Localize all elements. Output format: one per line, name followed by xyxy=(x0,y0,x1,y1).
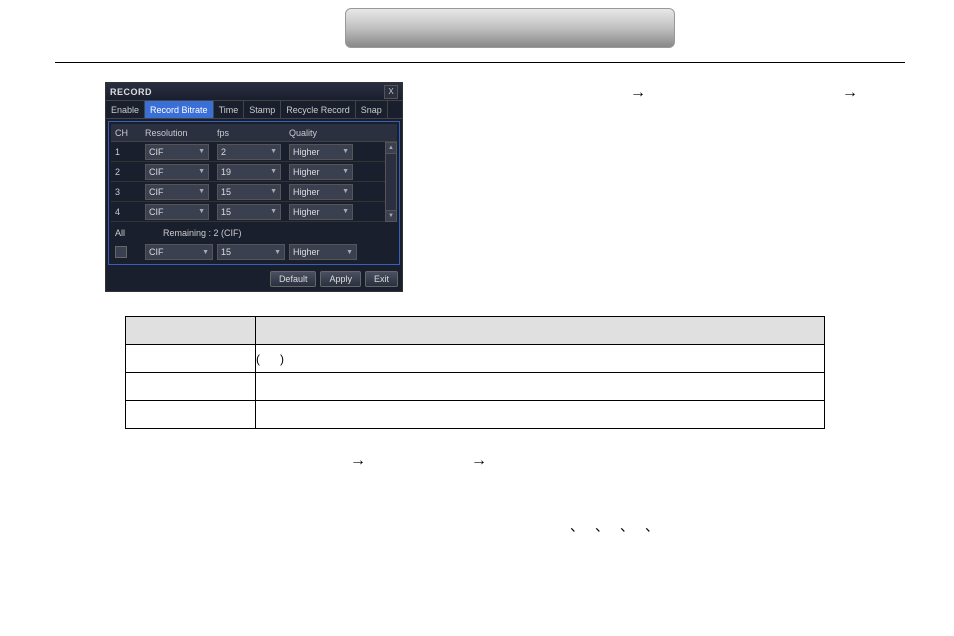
chevron-down-icon: ▼ xyxy=(342,188,349,195)
scroll-up-icon[interactable]: ▲ xyxy=(385,142,397,154)
apply-button[interactable]: Apply xyxy=(320,271,361,287)
scrollbar[interactable]: ▲ ▼ xyxy=(385,142,397,222)
exit-button[interactable]: Exit xyxy=(365,271,398,287)
chevron-down-icon: ▼ xyxy=(274,249,281,256)
arrow-icon: → xyxy=(842,84,858,102)
arrow-row: → → xyxy=(350,452,487,470)
table-row: 4 CIF▼ 15▼ Higher▼ xyxy=(111,202,385,222)
table-row: 1 CIF▼ 2▼ Higher▼ xyxy=(111,142,385,162)
all-row: All Remaining : 2 (CIF) xyxy=(111,224,397,242)
quality-select[interactable]: Higher▼ xyxy=(289,204,353,220)
table-header-cell xyxy=(256,317,825,345)
tab-recycle-record[interactable]: Recycle Record xyxy=(281,101,356,118)
arrow-icon: → xyxy=(350,452,366,470)
chevron-down-icon: ▼ xyxy=(270,208,277,215)
chevron-down-icon: ▼ xyxy=(198,148,205,155)
paren-open: ( xyxy=(256,352,260,366)
all-label: All xyxy=(115,228,163,238)
all-resolution-select[interactable]: CIF▼ xyxy=(145,244,213,260)
record-body: CH Resolution fps Quality 1 CIF▼ 2▼ High… xyxy=(108,121,400,265)
table-row xyxy=(126,401,825,429)
remaining-label: Remaining : 2 (CIF) xyxy=(163,228,242,238)
quality-select[interactable]: Higher▼ xyxy=(289,184,353,200)
tab-bar: Enable Record Bitrate Time Stamp Recycle… xyxy=(106,101,402,119)
col-resolution: Resolution xyxy=(141,128,213,138)
all-select-row: CIF▼ 15▼ Higher▼ xyxy=(111,242,397,262)
tab-snap[interactable]: Snap xyxy=(356,101,388,118)
chevron-down-icon: ▼ xyxy=(270,168,277,175)
quality-select[interactable]: Higher▼ xyxy=(289,144,353,160)
all-checkbox[interactable] xyxy=(115,246,127,258)
default-button[interactable]: Default xyxy=(270,271,317,287)
chevron-down-icon: ▼ xyxy=(342,208,349,215)
resolution-select[interactable]: CIF▼ xyxy=(145,144,209,160)
quality-select[interactable]: Higher▼ xyxy=(289,164,353,180)
chevron-down-icon: ▼ xyxy=(198,188,205,195)
table-header: CH Resolution fps Quality xyxy=(111,124,397,142)
chevron-down-icon: ▼ xyxy=(198,208,205,215)
ch-value: 3 xyxy=(111,187,141,197)
fps-select[interactable]: 2▼ xyxy=(217,144,281,160)
separator-dots: 、、、、 xyxy=(570,516,677,536)
fps-select[interactable]: 15▼ xyxy=(217,204,281,220)
footer-buttons: Default Apply Exit xyxy=(106,267,402,291)
table-row xyxy=(126,373,825,401)
arrow-icon: → xyxy=(471,452,487,470)
tab-enable[interactable]: Enable xyxy=(106,101,145,118)
col-quality: Quality xyxy=(285,128,357,138)
titlebar: RECORD X xyxy=(106,83,402,101)
arrow-icon: → xyxy=(630,84,646,102)
chevron-down-icon: ▼ xyxy=(202,249,209,256)
ch-value: 1 xyxy=(111,147,141,157)
chevron-down-icon: ▼ xyxy=(346,249,353,256)
ch-value: 4 xyxy=(111,207,141,217)
fps-select[interactable]: 15▼ xyxy=(217,184,281,200)
ch-value: 2 xyxy=(111,167,141,177)
table-row: ( ) xyxy=(126,345,825,373)
chevron-down-icon: ▼ xyxy=(342,148,349,155)
col-ch: CH xyxy=(111,128,141,138)
all-quality-select[interactable]: Higher▼ xyxy=(289,244,357,260)
all-fps-select[interactable]: 15▼ xyxy=(217,244,285,260)
resolution-select[interactable]: CIF▼ xyxy=(145,164,209,180)
fps-select[interactable]: 19▼ xyxy=(217,164,281,180)
chevron-down-icon: ▼ xyxy=(270,188,277,195)
chevron-down-icon: ▼ xyxy=(342,168,349,175)
header-divider xyxy=(55,62,905,63)
chevron-down-icon: ▼ xyxy=(198,168,205,175)
scroll-track[interactable] xyxy=(385,154,397,210)
col-fps: fps xyxy=(213,128,285,138)
paren-close: ) xyxy=(280,352,284,366)
tab-time[interactable]: Time xyxy=(214,101,245,118)
table-header-cell xyxy=(126,317,256,345)
chevron-down-icon: ▼ xyxy=(270,148,277,155)
record-window: RECORD X Enable Record Bitrate Time Stam… xyxy=(105,82,403,292)
window-title: RECORD xyxy=(110,87,152,97)
scroll-down-icon[interactable]: ▼ xyxy=(385,210,397,222)
close-button[interactable]: X xyxy=(384,85,398,99)
table-row: 2 CIF▼ 19▼ Higher▼ xyxy=(111,162,385,182)
table-row: 3 CIF▼ 15▼ Higher▼ xyxy=(111,182,385,202)
tab-stamp[interactable]: Stamp xyxy=(244,101,281,118)
resolution-select[interactable]: CIF▼ xyxy=(145,184,209,200)
parameter-table: ( ) xyxy=(125,316,825,429)
tab-record-bitrate[interactable]: Record Bitrate xyxy=(145,101,214,118)
header-banner xyxy=(345,8,675,48)
resolution-select[interactable]: CIF▼ xyxy=(145,204,209,220)
